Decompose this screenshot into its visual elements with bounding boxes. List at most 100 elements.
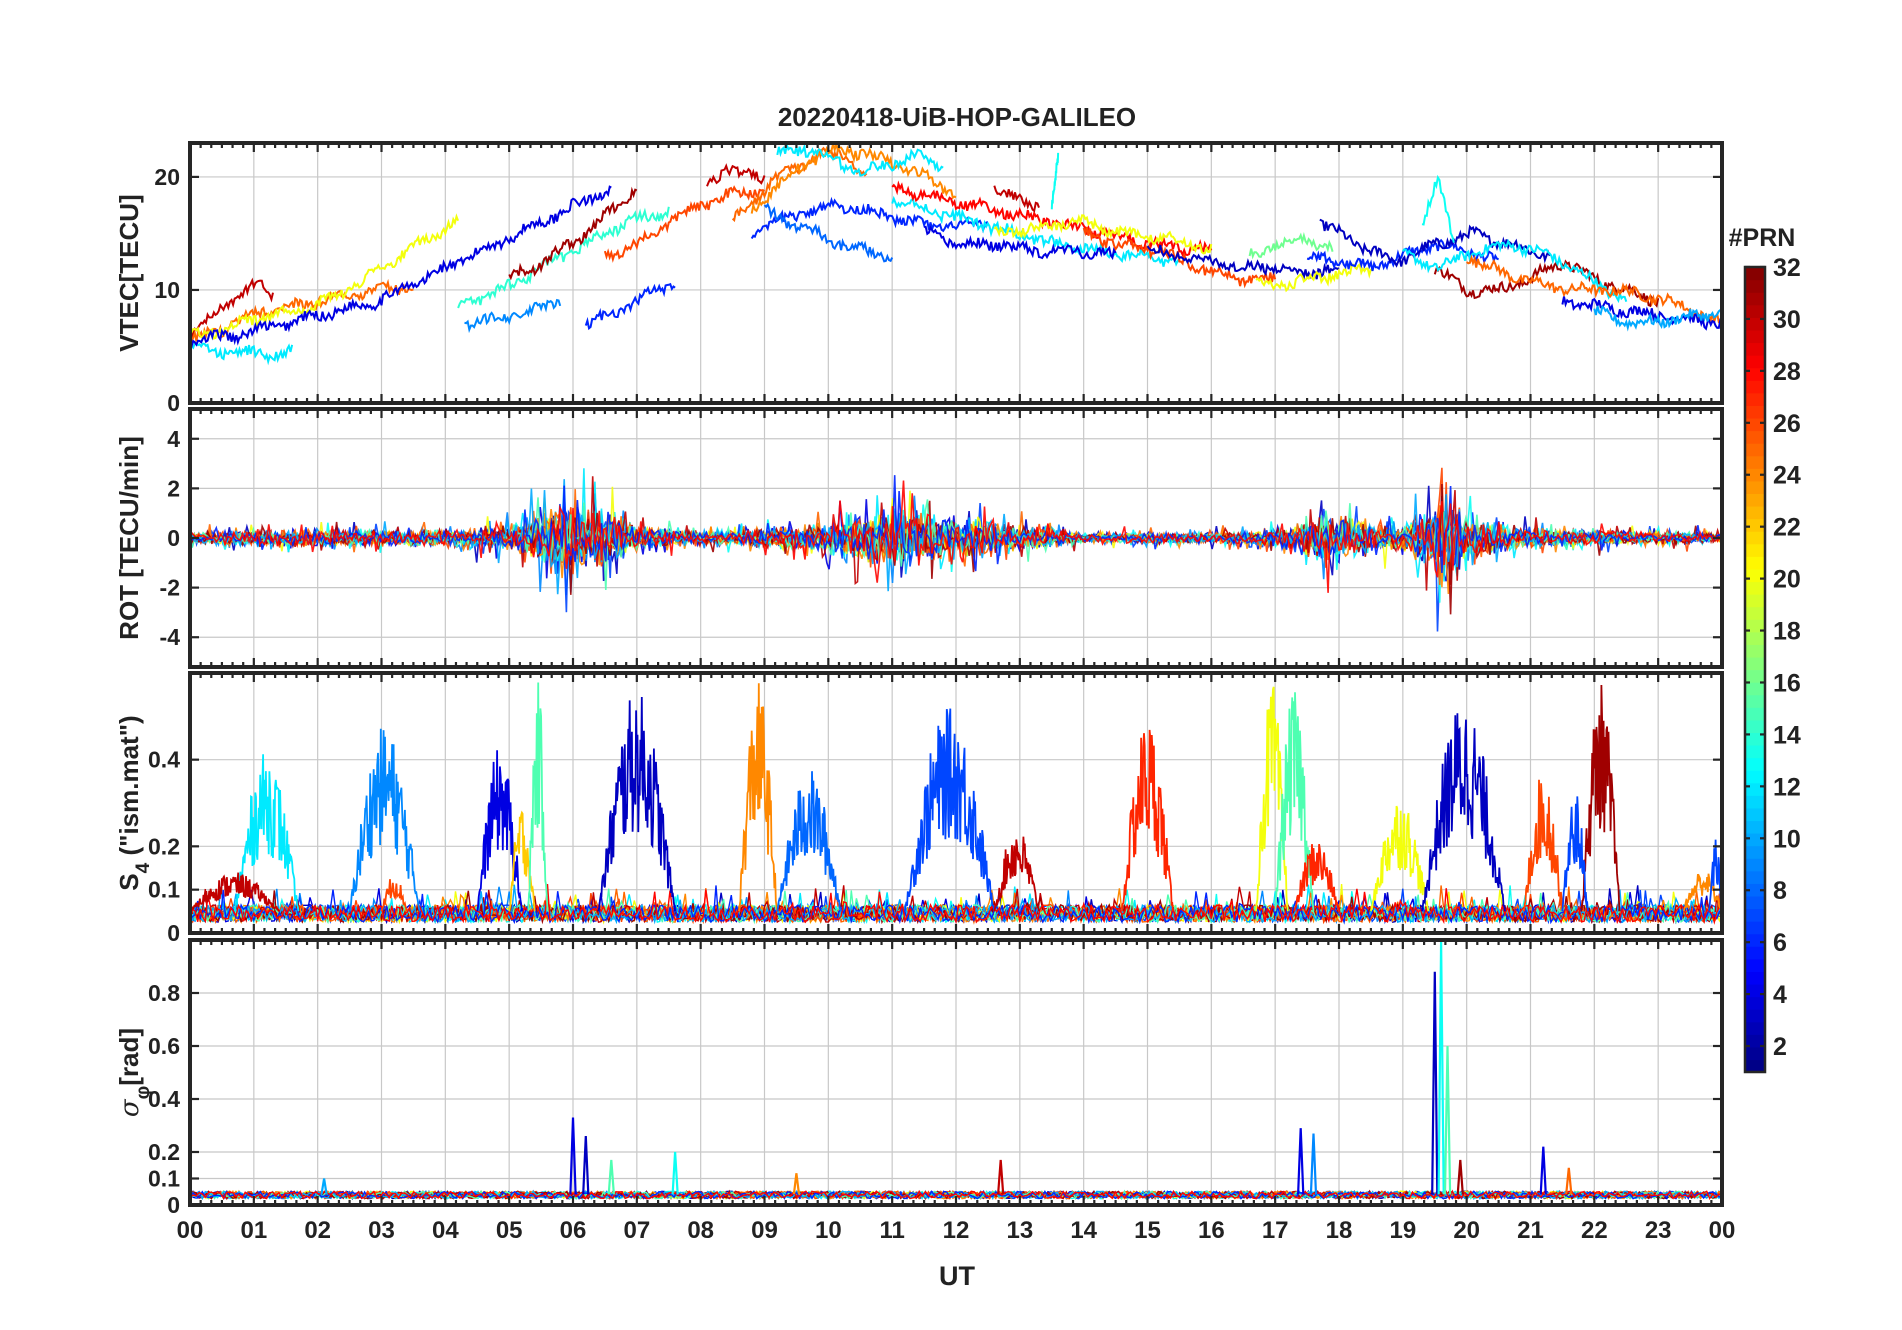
x-tick-label: 22	[1581, 1217, 1608, 1244]
colorbar-tick-label: 20	[1773, 566, 1801, 594]
y-axis-label-main: σ	[115, 1098, 145, 1117]
sigma-spike-prn-15	[1443, 1045, 1452, 1195]
colorbar-band	[1745, 505, 1765, 520]
vtec-series-prn-16	[1248, 231, 1334, 260]
y-axis-label: ROT [TECU/min]	[114, 436, 144, 640]
colorbar-band	[1745, 279, 1765, 293]
s4-burst-prn-30	[190, 872, 280, 912]
colorbar-band	[1745, 480, 1765, 495]
s4-burst-prn-8	[776, 771, 842, 912]
colorbar-band	[1745, 845, 1765, 859]
colorbar-tick-label: 14	[1773, 721, 1801, 749]
s4-burst-prn-31	[1580, 684, 1621, 912]
y-tick-label: 0.1	[148, 877, 180, 903]
vtec-series-prn-6	[584, 282, 676, 331]
y-tick-label: 10	[154, 277, 180, 303]
colorbar-tick-label: 2	[1773, 1033, 1787, 1061]
colorbar-band	[1745, 656, 1765, 671]
colorbar-band	[1745, 946, 1765, 960]
vtec-series-prn-12	[891, 195, 1181, 267]
panel-2: -4 -2 0 2 4 ROT [TECU/min]	[114, 407, 1724, 669]
vtec-series-prn-4	[923, 225, 1117, 261]
colorbar-band	[1745, 870, 1765, 884]
colorbar-band	[1745, 1009, 1765, 1023]
s4-burst-prn-24	[1682, 873, 1722, 912]
y-tick-label: 0	[167, 390, 180, 416]
colorbar-band	[1745, 342, 1765, 356]
vtec-series-prn-3	[1319, 218, 1551, 268]
y-tick-label: 0	[167, 1192, 180, 1218]
x-tick-label: 09	[751, 1217, 778, 1244]
colorbar-tick-label: 26	[1773, 410, 1801, 438]
vtec-series-prn-25	[731, 146, 868, 223]
y-tick-label: 0.6	[148, 1033, 180, 1059]
sigma-spike-prn-10	[320, 1178, 328, 1195]
s4-burst-prn-15	[527, 682, 549, 912]
colorbar-band	[1745, 317, 1765, 331]
colorbar-band	[1745, 568, 1765, 583]
x-tick-label: 07	[623, 1217, 650, 1244]
colorbar-band	[1745, 1021, 1765, 1035]
sigma-spike-prn-4	[1297, 1128, 1305, 1195]
y-tick-label: 0.4	[148, 1086, 180, 1112]
colorbar-band	[1745, 594, 1765, 608]
colorbar-band	[1745, 958, 1765, 972]
colorbar-tick-label: 12	[1773, 773, 1801, 801]
vtec-series-prn-10	[1593, 305, 1722, 332]
colorbar-band	[1745, 493, 1765, 507]
s4-burst-prn-20	[1370, 805, 1430, 912]
panel-3: 00.10.20.4S4 ("ism.mat")	[114, 671, 1724, 946]
s4-burst-prn-7	[1561, 796, 1589, 912]
vtec-series-prn-30	[190, 277, 274, 346]
panel-1: 0 10 20 VTEC[TECU]	[114, 141, 1724, 416]
vtec-series-prn-9	[464, 298, 562, 334]
colorbar-band	[1745, 682, 1765, 696]
colorbar-tick-label: 32	[1773, 254, 1801, 282]
vtec-series-prn-4	[190, 185, 612, 348]
colorbar-band	[1745, 770, 1765, 784]
y-tick-label: 0.2	[148, 833, 180, 859]
colorbar-band	[1745, 921, 1765, 935]
sigma-spike-prn-15	[607, 1159, 615, 1195]
colorbar-tick-label: 10	[1773, 825, 1801, 853]
panel-4: 00.10.2 0.4 0.6 0.8 σφ[rad] 00 01 02 03 04 05 06 07 0…	[114, 938, 1735, 1244]
colorbar-band	[1745, 468, 1765, 482]
sigma-baseline-prn-6	[190, 1189, 1722, 1200]
colorbar-band	[1745, 669, 1765, 683]
sigma-spike-prn-25	[1565, 1167, 1573, 1195]
colorbar-band	[1745, 392, 1765, 406]
colorbar-band	[1745, 531, 1765, 545]
x-tick-label: 11	[879, 1217, 904, 1244]
sigma-spike-prn-24	[792, 1173, 801, 1195]
colorbar-band	[1745, 908, 1765, 922]
y-tick-label: 0	[167, 525, 180, 551]
y-tick-label: 0.4	[148, 747, 180, 773]
sigma-spike-prn-9	[1309, 1133, 1318, 1195]
sigma-spike-prn-13	[671, 1151, 679, 1195]
colorbar-band	[1745, 267, 1765, 281]
colorbar-band	[1745, 581, 1765, 595]
colorbar-title: #PRN	[1729, 224, 1796, 252]
colorbar-band	[1745, 405, 1765, 419]
y-axis-label: VTEC[TECU]	[114, 194, 144, 351]
s4-burst-prn-3	[1421, 713, 1506, 912]
colorbar-band	[1745, 833, 1765, 847]
colorbar-tick-label: 18	[1773, 618, 1801, 646]
colorbar-band	[1745, 971, 1765, 985]
colorbar-band	[1745, 631, 1765, 645]
colorbar-band	[1745, 619, 1765, 633]
s4-burst-prn-7	[904, 708, 996, 912]
sigma-spike-prn-31	[1456, 1159, 1464, 1195]
x-tick-label: 10	[815, 1217, 842, 1244]
colorbar-band	[1745, 744, 1765, 759]
colorbar-band	[1745, 895, 1765, 910]
chart-title: 20220418-UiB-HOP-GALILEO	[778, 102, 1136, 132]
y-tick-label: 0	[167, 920, 180, 946]
data-layer	[190, 682, 1722, 925]
sigma-spike-prn-30	[997, 1159, 1005, 1195]
colorbar-band	[1745, 430, 1765, 444]
colorbar-band	[1745, 1059, 1765, 1073]
sigma-baseline-prn-28	[190, 1189, 1722, 1201]
x-tick-label: 13	[1006, 1217, 1033, 1244]
x-tick-label: 05	[496, 1217, 523, 1244]
